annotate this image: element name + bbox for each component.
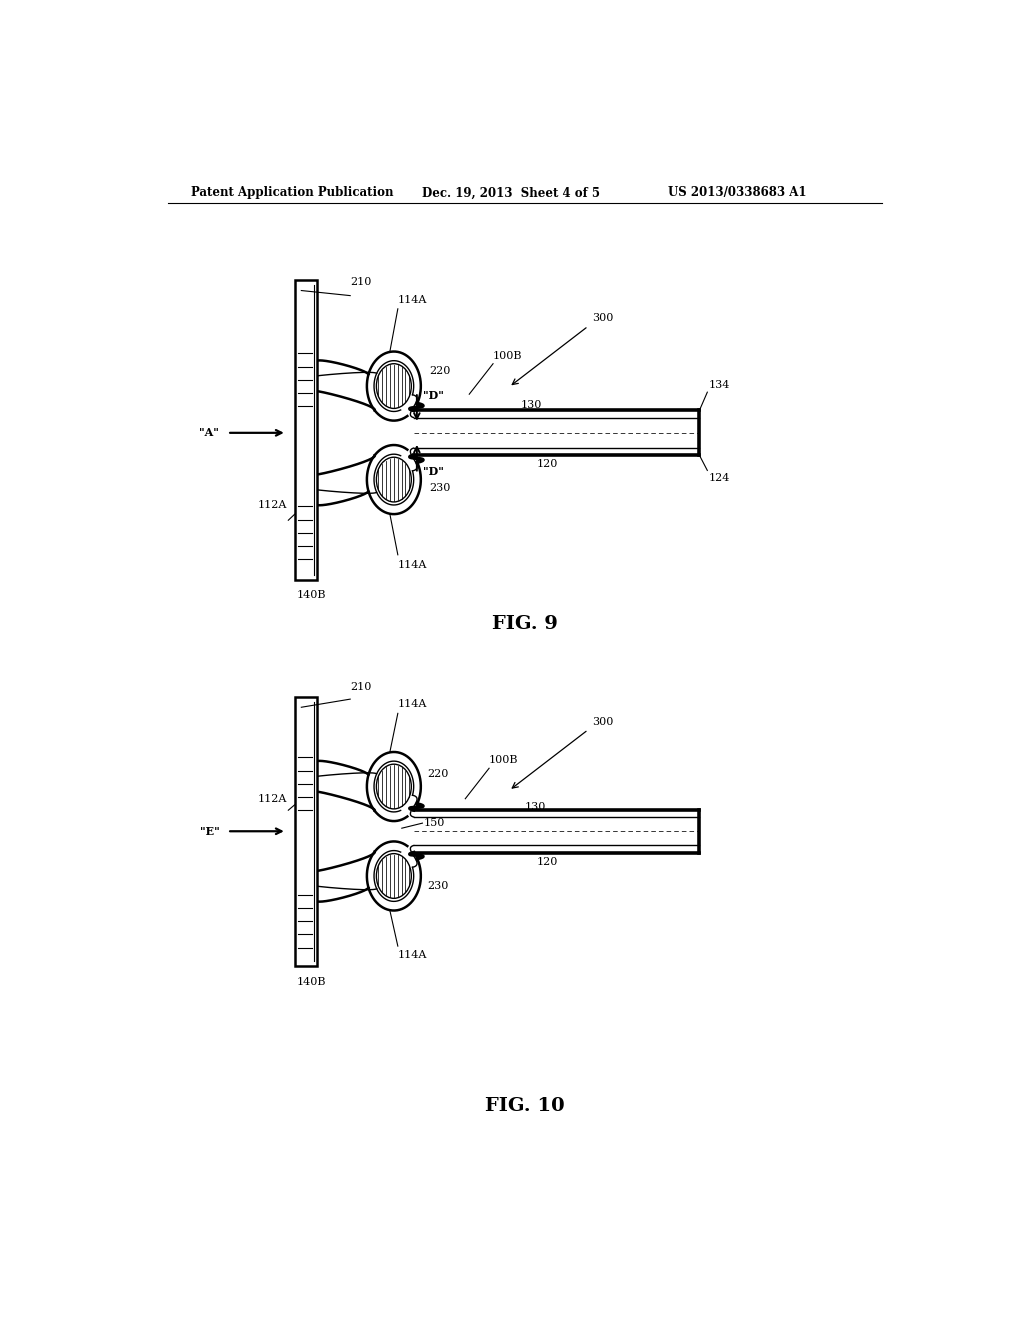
Text: 210: 210 — [350, 682, 372, 692]
Text: 114A: 114A — [397, 950, 427, 960]
Text: US 2013/0338683 A1: US 2013/0338683 A1 — [668, 186, 806, 199]
Text: 140B: 140B — [296, 977, 326, 986]
Text: 100B: 100B — [494, 351, 522, 360]
Circle shape — [377, 457, 412, 502]
Circle shape — [377, 854, 412, 899]
Text: 130: 130 — [524, 801, 546, 812]
Text: Patent Application Publication: Patent Application Publication — [191, 186, 394, 199]
Text: 210: 210 — [350, 277, 372, 288]
Text: 100B: 100B — [489, 755, 518, 766]
Text: 114A: 114A — [397, 560, 427, 570]
Text: 120: 120 — [537, 857, 558, 867]
Text: 130: 130 — [521, 400, 542, 411]
Text: "D": "D" — [423, 466, 444, 477]
Text: 300: 300 — [592, 717, 613, 726]
Text: 300: 300 — [592, 313, 613, 323]
Text: 230: 230 — [429, 483, 451, 492]
Text: 114A: 114A — [397, 294, 427, 305]
Text: 124: 124 — [709, 474, 730, 483]
Text: "A": "A" — [200, 428, 219, 438]
Text: "E": "E" — [200, 826, 219, 837]
Text: 150: 150 — [423, 818, 444, 828]
Text: 230: 230 — [427, 882, 449, 891]
Text: 220: 220 — [429, 366, 451, 376]
Bar — [295, 697, 316, 966]
Text: 140B: 140B — [296, 590, 326, 601]
Text: 120: 120 — [537, 459, 558, 470]
Text: FIG. 10: FIG. 10 — [485, 1097, 564, 1114]
Text: 112A: 112A — [257, 795, 287, 804]
Text: 134: 134 — [709, 380, 730, 391]
Circle shape — [377, 764, 412, 809]
Text: FIG. 9: FIG. 9 — [492, 615, 558, 632]
Text: 220: 220 — [427, 770, 449, 779]
Text: Dec. 19, 2013  Sheet 4 of 5: Dec. 19, 2013 Sheet 4 of 5 — [422, 186, 600, 199]
Text: 114A: 114A — [397, 700, 427, 709]
Text: 112A: 112A — [257, 500, 287, 511]
Text: "D": "D" — [423, 389, 444, 401]
Bar — [295, 280, 316, 581]
Circle shape — [377, 364, 412, 408]
